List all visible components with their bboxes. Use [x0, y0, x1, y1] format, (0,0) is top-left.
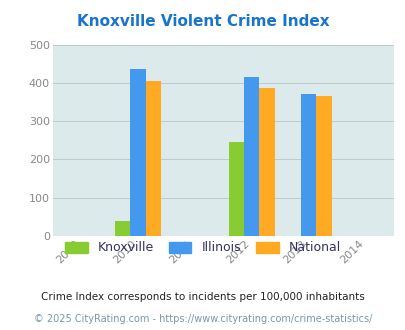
Bar [315, 96, 331, 236]
Bar [259, 88, 274, 236]
Bar [145, 81, 161, 236]
Text: Crime Index corresponds to incidents per 100,000 inhabitants: Crime Index corresponds to incidents per… [41, 292, 364, 302]
Legend: Knoxville, Illinois, National: Knoxville, Illinois, National [60, 236, 345, 259]
Bar [300, 93, 315, 236]
Text: Knoxville Violent Crime Index: Knoxville Violent Crime Index [77, 14, 328, 29]
Bar [243, 77, 259, 236]
Bar [130, 69, 145, 236]
Text: © 2025 CityRating.com - https://www.cityrating.com/crime-statistics/: © 2025 CityRating.com - https://www.city… [34, 314, 371, 324]
Bar [228, 142, 243, 236]
Bar [115, 221, 130, 236]
